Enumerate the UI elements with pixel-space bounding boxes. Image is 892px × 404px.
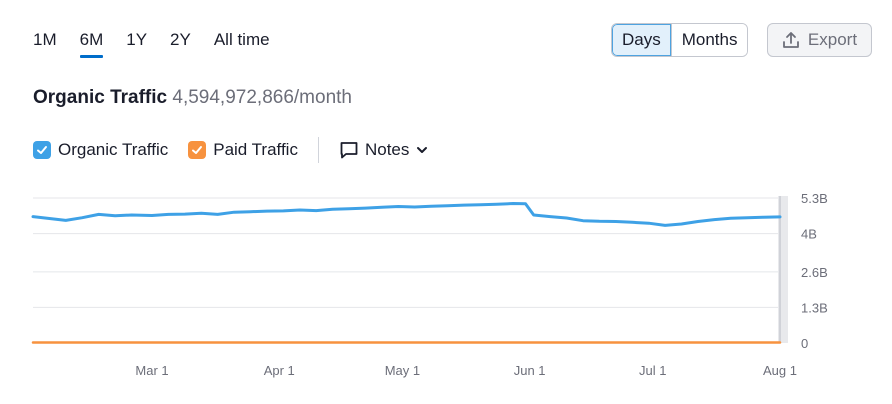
checkbox-paid[interactable]: [188, 141, 207, 159]
metric-value: 4,594,972,866/month: [172, 87, 352, 108]
y-tick-label: 4B: [801, 227, 817, 242]
comment-icon: [340, 142, 358, 159]
range-tab-1m[interactable]: 1M: [33, 30, 57, 49]
export-label: Export: [807, 30, 858, 49]
legend-divider: [317, 137, 319, 163]
legend-organic-label: Organic Traffic: [58, 140, 169, 159]
x-tick-label: Mar 1: [135, 363, 168, 378]
range-tab-1y[interactable]: 1Y: [126, 30, 148, 49]
legend-paid-label: Paid Traffic: [213, 140, 298, 159]
notes-label: Notes: [364, 140, 410, 159]
y-tick-label: 1.3B: [801, 300, 828, 315]
x-tick-label: May 1: [385, 363, 420, 378]
days-button[interactable]: Days: [612, 24, 671, 56]
metric-name: Organic Traffic: [33, 87, 168, 108]
granularity-toggle: Days Months: [611, 23, 749, 57]
plot-edge-bar: [778, 196, 788, 343]
range-tab-all-time[interactable]: All time: [213, 30, 270, 49]
chart-legend: Organic Traffic Paid Traffic Notes: [33, 137, 429, 163]
range-tab-6m[interactable]: 6M: [79, 30, 103, 58]
legend-organic-traffic[interactable]: Organic Traffic: [33, 140, 168, 160]
legend-paid-traffic[interactable]: Paid Traffic: [188, 140, 298, 160]
months-button[interactable]: Months: [670, 24, 748, 56]
upload-icon: [783, 32, 799, 48]
check-icon: [192, 146, 203, 154]
chevron-down-icon: [417, 147, 428, 153]
range-tab-2y[interactable]: 2Y: [170, 30, 191, 49]
organic-traffic-line: [31, 202, 782, 227]
check-icon: [37, 146, 47, 154]
y-tick-label: 2.6B: [801, 265, 828, 280]
x-tick-label: Jul 1: [639, 363, 666, 378]
traffic-line-chart: 5.3B 4B 2.6B 1.3B 0 Mar 1 Apr 1 May 1 Jun 1 Jul 1…: [31, 191, 828, 378]
metric-title: Organic Traffic 4,594,972,866/month: [33, 87, 352, 109]
y-tick-label: 0: [801, 336, 808, 351]
x-tick-label: Apr 1: [264, 363, 295, 378]
notes-dropdown[interactable]: Notes: [339, 140, 429, 160]
export-button[interactable]: Export: [767, 23, 872, 57]
checkbox-organic[interactable]: [33, 141, 51, 159]
x-tick-label: Jun 1: [514, 363, 546, 378]
y-tick-label: 5.3B: [801, 191, 828, 206]
x-tick-label: Aug 1: [763, 363, 797, 378]
date-range-tabs: 1M 6M 1Y 2Y All time: [33, 30, 293, 58]
